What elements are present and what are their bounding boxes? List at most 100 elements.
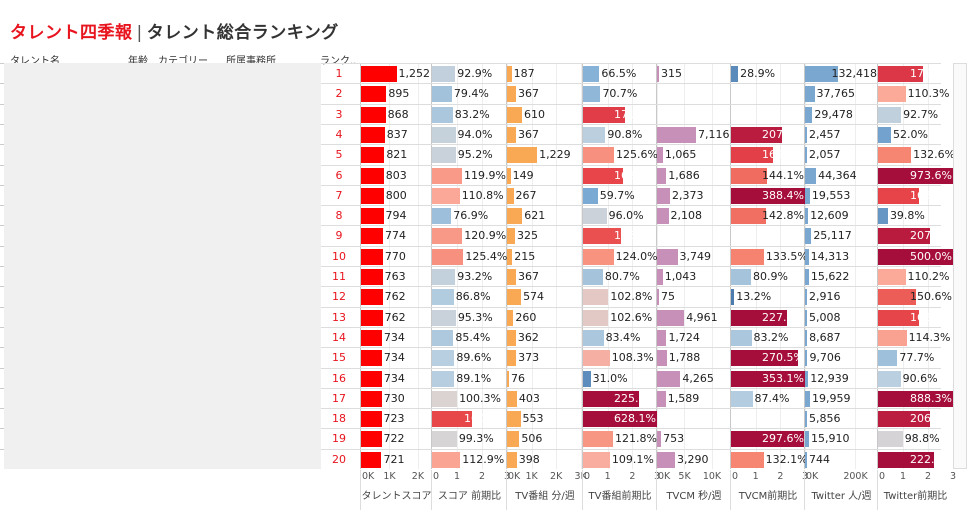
tw_users-bar[interactable] bbox=[805, 228, 812, 245]
tw_users-bar[interactable] bbox=[805, 147, 807, 164]
score-bar[interactable] bbox=[361, 329, 382, 346]
score_ratio-cell[interactable]: 79.4% bbox=[432, 84, 507, 104]
tv_ratio-bar[interactable] bbox=[583, 228, 622, 245]
tw_ratio-bar[interactable] bbox=[878, 106, 902, 123]
table-row[interactable]: 15 734 89.6% 373 108.3% 1,788 270.5% 9,706 77.7% bbox=[321, 347, 941, 368]
cm_sec-cell[interactable]: 1,686 bbox=[657, 166, 731, 186]
score_ratio-cell[interactable]: 94.0% bbox=[432, 125, 507, 145]
tv_ratio-cell[interactable]: 70.7% bbox=[583, 84, 657, 104]
cm_sec-cell[interactable]: 7,116 bbox=[657, 125, 731, 145]
tw_users-bar[interactable] bbox=[805, 187, 810, 204]
tv_min-bar[interactable] bbox=[507, 370, 509, 387]
cm_ratio-bar[interactable] bbox=[731, 269, 751, 285]
tv_ratio-bar[interactable] bbox=[583, 126, 606, 143]
score_ratio-cell[interactable]: 120.9% bbox=[432, 226, 507, 246]
score-bar[interactable] bbox=[361, 370, 382, 387]
score_ratio-cell[interactable]: 99.3% bbox=[432, 429, 507, 449]
score_ratio-cell[interactable]: 89.6% bbox=[432, 348, 507, 368]
score_ratio-bar[interactable] bbox=[432, 208, 452, 225]
cm_ratio-bar[interactable] bbox=[731, 350, 798, 367]
cm_sec-cell[interactable]: 3,290 bbox=[657, 450, 731, 470]
tw_users-cell[interactable]: 37,765 bbox=[805, 84, 878, 104]
tv_min-bar[interactable] bbox=[507, 86, 516, 103]
tw_ratio-cell[interactable]: 98.8% bbox=[878, 429, 953, 449]
tw_ratio-cell[interactable]: 207.5% bbox=[878, 226, 953, 246]
cm_sec-cell[interactable]: 2,373 bbox=[657, 186, 731, 206]
score_ratio-bar[interactable] bbox=[432, 309, 456, 326]
tw_ratio-bar[interactable] bbox=[878, 289, 916, 306]
table-row[interactable]: 1 1,252 92.9% 187 66.5% 315 28.9% 132,418 179.5% bbox=[321, 63, 952, 84]
tw_ratio-cell[interactable]: 52.0% bbox=[878, 125, 953, 145]
tv_ratio-cell[interactable]: 628.1% bbox=[583, 409, 657, 429]
cm_sec-cell[interactable]: 1,589 bbox=[657, 389, 731, 409]
cm_ratio-cell[interactable]: 297.6% bbox=[731, 429, 805, 449]
cm_sec-bar[interactable] bbox=[657, 390, 666, 407]
tv_ratio-cell[interactable]: 59.7% bbox=[583, 186, 657, 206]
tv_ratio-bar[interactable] bbox=[583, 187, 598, 204]
tw_ratio-cell[interactable]: 110.3% bbox=[878, 84, 953, 104]
tw_ratio-bar[interactable] bbox=[878, 126, 891, 143]
cm_sec-bar[interactable] bbox=[657, 431, 662, 448]
cm_ratio-cell[interactable]: 87.4% bbox=[731, 389, 805, 409]
score_ratio-cell[interactable]: 86.8% bbox=[432, 287, 507, 307]
tv_ratio-bar[interactable] bbox=[583, 451, 610, 468]
tv_ratio-cell[interactable]: 96.0% bbox=[583, 206, 657, 226]
score_ratio-cell[interactable]: 76.9% bbox=[432, 206, 507, 226]
table-row[interactable]: 2 895 79.4% 367 70.7% 37,765 110.3% bbox=[321, 83, 950, 104]
cm_sec-bar[interactable] bbox=[657, 66, 659, 82]
tw_users-cell[interactable]: 132,418 bbox=[805, 64, 878, 84]
cm_ratio-bar[interactable] bbox=[731, 289, 735, 306]
score_ratio-bar[interactable] bbox=[432, 167, 462, 184]
tv_ratio-cell[interactable]: 124.0% bbox=[583, 247, 658, 267]
tv_min-bar[interactable] bbox=[507, 309, 514, 326]
tw_users-cell[interactable]: 744 bbox=[805, 450, 878, 470]
cm_ratio-bar[interactable] bbox=[731, 208, 767, 225]
tv_min-cell[interactable]: 149 bbox=[507, 166, 583, 186]
cm_ratio-cell[interactable]: 207.3% bbox=[731, 125, 805, 145]
table-row[interactable]: 17 730 100.3% 403 225.7% 1,589 87.4% 19,959 888.… bbox=[321, 387, 953, 409]
cm_ratio-bar[interactable] bbox=[731, 370, 805, 387]
score-cell[interactable]: 730 bbox=[361, 389, 432, 409]
score-cell[interactable]: 722 bbox=[361, 429, 432, 449]
score-cell[interactable]: 821 bbox=[361, 145, 432, 165]
tv_ratio-cell[interactable]: 156.0% bbox=[583, 226, 657, 246]
cm_ratio-cell[interactable] bbox=[731, 84, 805, 104]
score-cell[interactable]: 800 bbox=[361, 186, 432, 206]
score-bar[interactable] bbox=[361, 167, 384, 184]
score-cell[interactable]: 868 bbox=[361, 105, 432, 125]
table-row[interactable]: 9 774 120.9% 325 156.0% 25,117 207.5% bbox=[321, 225, 952, 246]
table-row[interactable]: 11 763 93.2% 367 80.7% 1,043 80.9% 15,622 110.2% bbox=[321, 266, 950, 287]
tw_users-bar[interactable] bbox=[805, 370, 809, 387]
cm_sec-cell[interactable]: 1,788 bbox=[657, 348, 731, 368]
score-cell[interactable]: 763 bbox=[361, 267, 432, 287]
score_ratio-bar[interactable] bbox=[432, 431, 457, 448]
cm_ratio-cell[interactable]: 13.2% bbox=[731, 287, 805, 307]
tv_ratio-bar[interactable] bbox=[583, 269, 603, 285]
score-bar[interactable] bbox=[361, 228, 383, 245]
table-row[interactable]: 7 800 110.8% 267 59.7% 2,373 388.4% 19,553 163.4… bbox=[321, 184, 952, 206]
cm_sec-bar[interactable] bbox=[657, 350, 667, 367]
score-cell[interactable]: 734 bbox=[361, 369, 432, 389]
column-header-agency[interactable]: 所属事務所 bbox=[226, 56, 276, 67]
tw_users-cell[interactable]: 15,910 bbox=[805, 429, 878, 449]
score-cell[interactable]: 794 bbox=[361, 206, 432, 226]
tw_ratio-bar[interactable] bbox=[878, 167, 953, 184]
score_ratio-bar[interactable] bbox=[432, 390, 458, 407]
score_ratio-bar[interactable] bbox=[432, 66, 456, 82]
tw_users-cell[interactable]: 2,057 bbox=[805, 145, 878, 165]
score-cell[interactable]: 734 bbox=[361, 348, 432, 368]
cm_ratio-bar[interactable] bbox=[731, 451, 764, 468]
score-bar[interactable] bbox=[361, 451, 382, 468]
score_ratio-bar[interactable] bbox=[432, 187, 460, 204]
score-cell[interactable]: 837 bbox=[361, 125, 432, 145]
tv_min-bar[interactable] bbox=[507, 187, 514, 204]
score-bar[interactable] bbox=[361, 411, 382, 428]
tv_ratio-bar[interactable] bbox=[583, 370, 591, 387]
score_ratio-bar[interactable] bbox=[432, 126, 456, 143]
tv_ratio-cell[interactable]: 125.6% bbox=[583, 145, 658, 165]
column-header-name[interactable]: タレント名 bbox=[10, 56, 60, 67]
tv_ratio-cell[interactable]: 31.0% bbox=[583, 369, 657, 389]
tw_ratio-bar[interactable] bbox=[878, 147, 912, 164]
tv_ratio-bar[interactable] bbox=[583, 167, 623, 184]
tv_min-bar[interactable] bbox=[507, 66, 512, 82]
